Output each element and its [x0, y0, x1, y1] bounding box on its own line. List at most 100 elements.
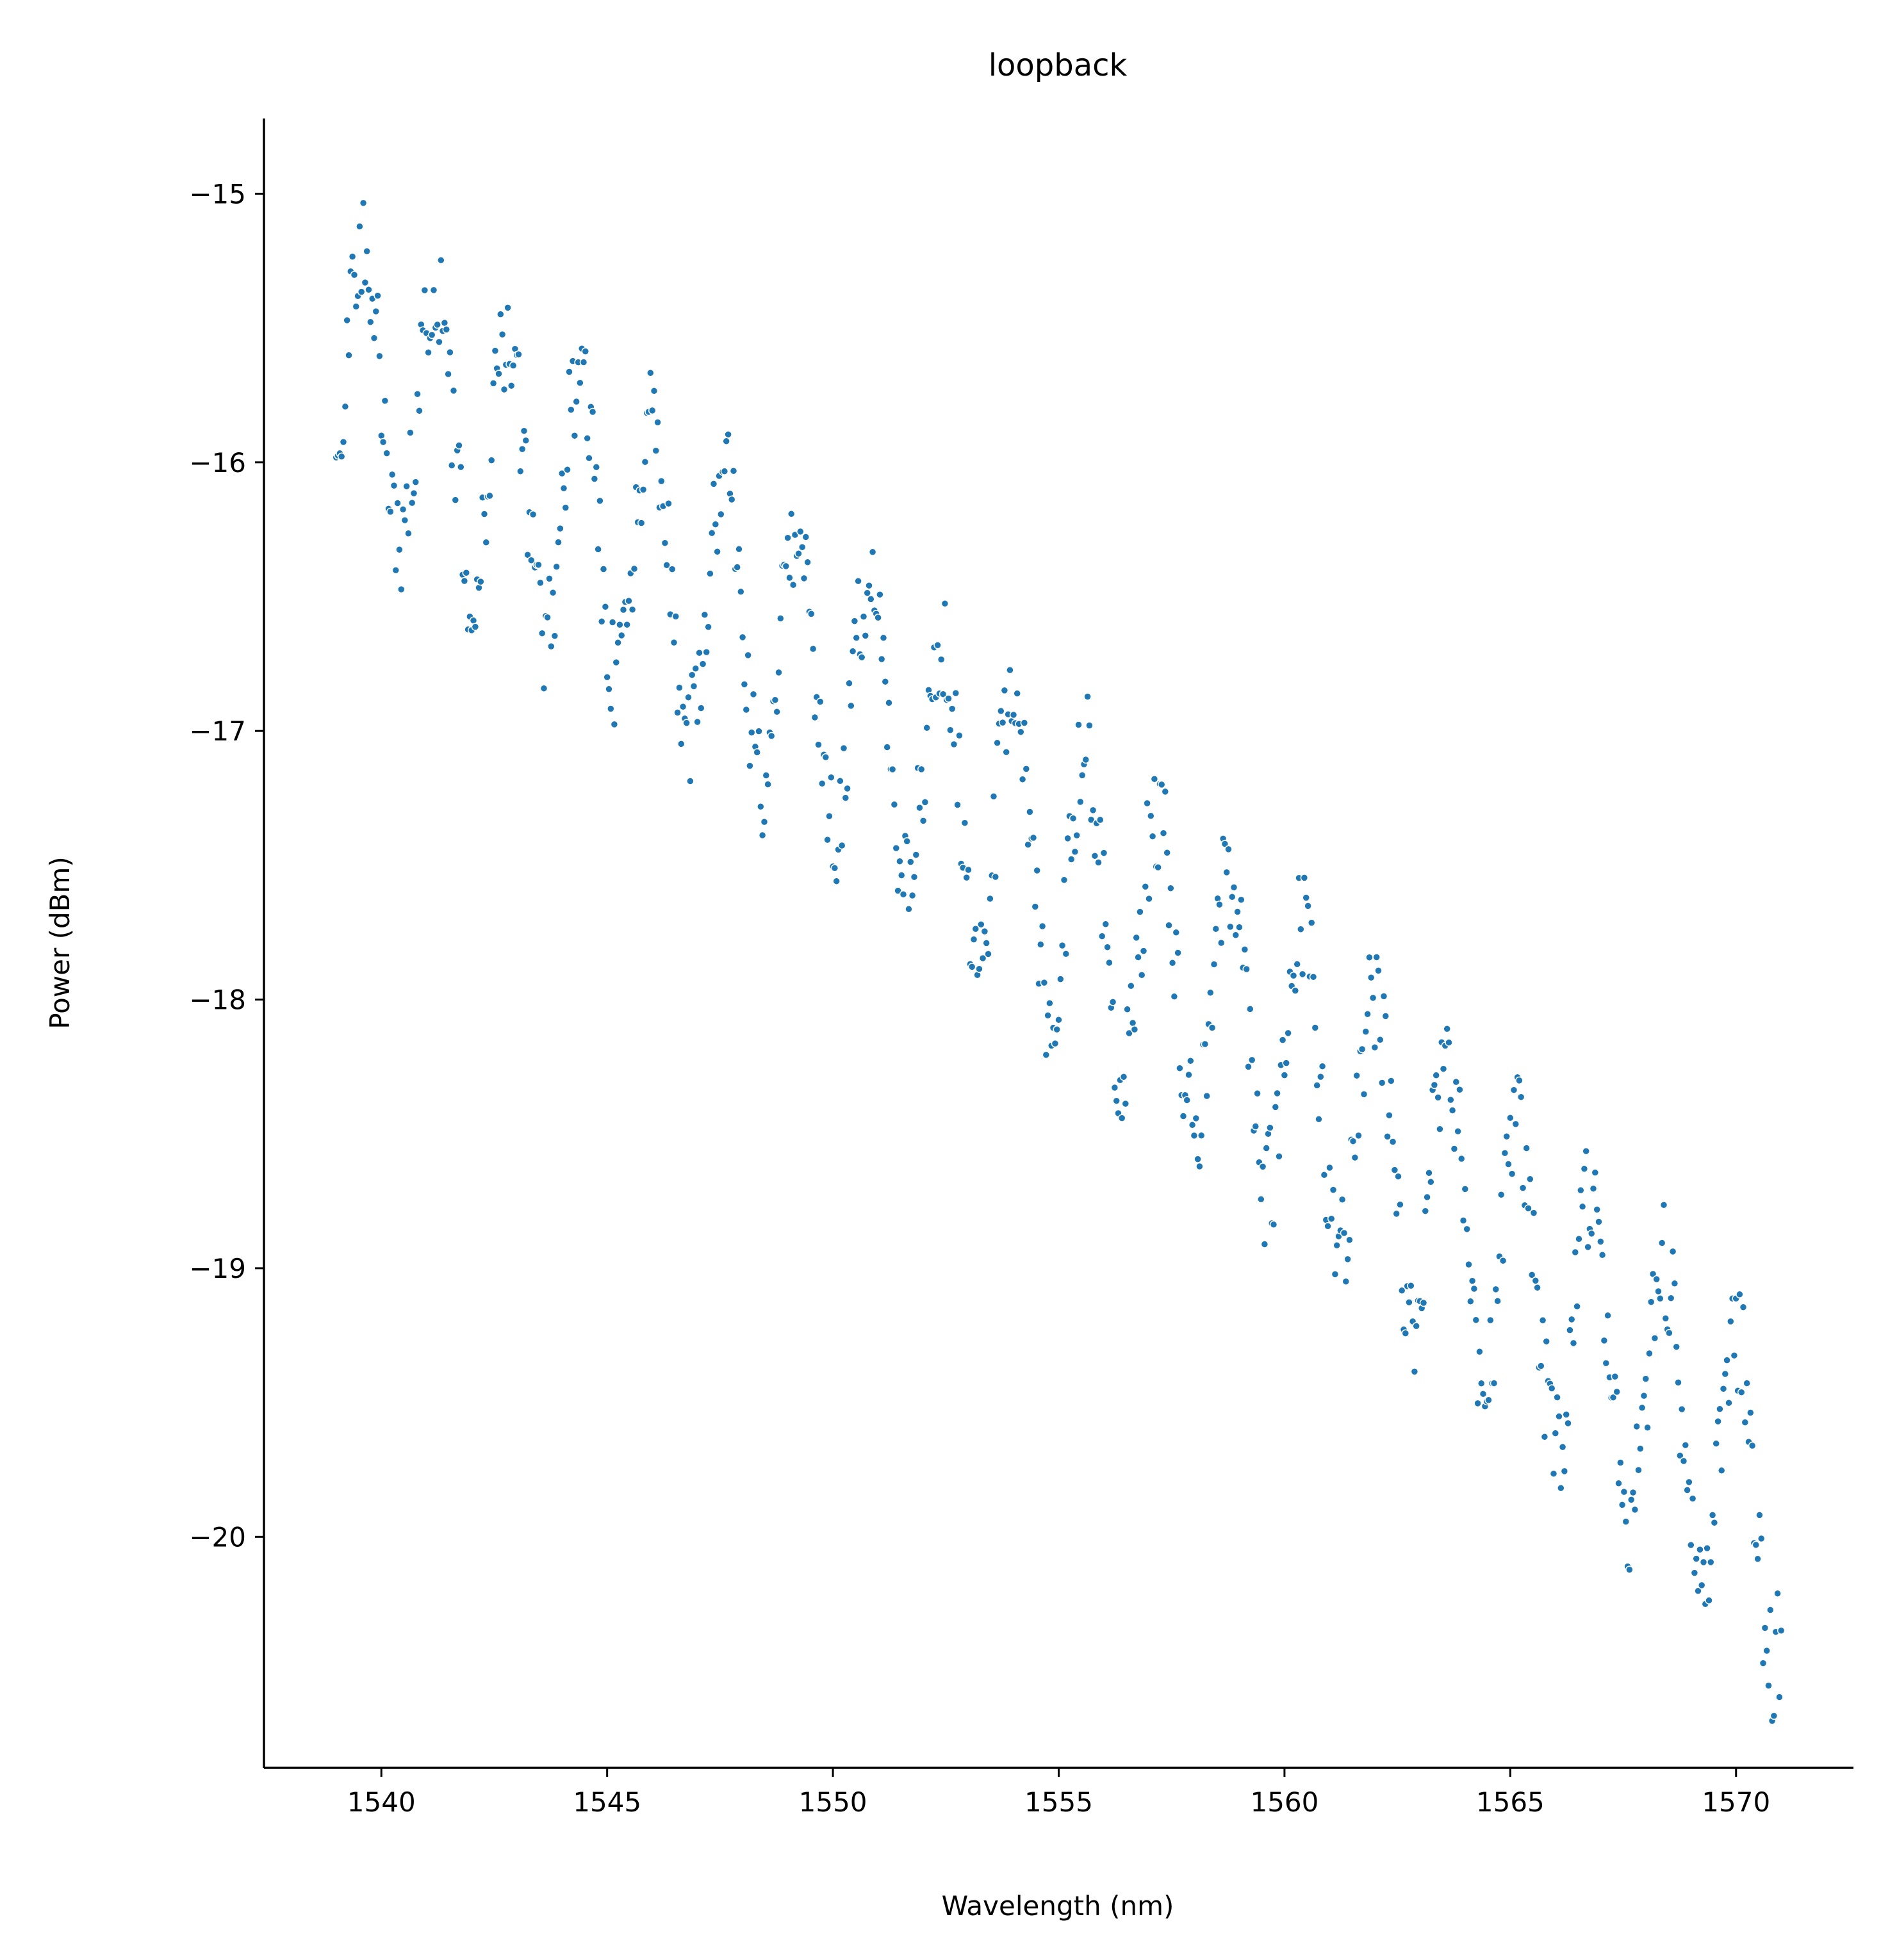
data-point [435, 338, 443, 347]
data-point [1497, 1190, 1506, 1199]
data-point [1123, 1005, 1131, 1014]
data-point [1542, 1337, 1550, 1346]
data-point [1430, 1081, 1439, 1090]
data-point [1273, 1089, 1281, 1098]
data-point [1504, 1160, 1513, 1168]
data-point [1685, 1478, 1693, 1487]
data-point [784, 534, 792, 542]
data-point [738, 633, 747, 642]
data-point [1064, 834, 1072, 843]
data-point [1094, 858, 1103, 867]
data-point [744, 651, 752, 660]
data-point [1773, 1589, 1782, 1598]
data-point [764, 780, 772, 788]
data-point [1643, 1423, 1652, 1432]
data-point [695, 648, 703, 657]
data-point [951, 689, 960, 698]
data-point [955, 731, 964, 740]
data-point [590, 475, 599, 483]
data-point [1634, 1466, 1643, 1474]
data-point [946, 726, 955, 735]
data-point [801, 533, 810, 541]
data-point [391, 566, 400, 575]
data-point [1110, 1083, 1119, 1092]
data-point [1141, 882, 1150, 891]
data-point [547, 642, 555, 651]
data-point [1345, 1236, 1354, 1245]
y-tick-label: −15 [189, 178, 246, 209]
data-point [552, 562, 561, 571]
data-point [782, 562, 791, 571]
data-point [1309, 972, 1318, 981]
data-point [1696, 1545, 1704, 1554]
data-point [980, 927, 989, 936]
data-point [599, 565, 608, 573]
x-tick-label: 1570 [1702, 1786, 1770, 1818]
data-point [903, 837, 911, 845]
data-point [576, 379, 584, 387]
data-point [1099, 849, 1108, 857]
data-point [1258, 1163, 1267, 1171]
data-point [1125, 1029, 1133, 1038]
data-point [1195, 1162, 1204, 1171]
data-point [614, 639, 622, 647]
data-point [455, 441, 463, 450]
data-point [662, 561, 671, 569]
data-point [1121, 1099, 1130, 1108]
data-point [1434, 1093, 1442, 1102]
data-point [1705, 1596, 1713, 1605]
x-tick-label: 1540 [347, 1786, 416, 1818]
data-point [1112, 1097, 1121, 1105]
data-point [1134, 953, 1142, 961]
data-point [1367, 973, 1376, 982]
data-point [1672, 1343, 1680, 1351]
data-point [1387, 1077, 1395, 1085]
data-point [1349, 1137, 1358, 1145]
data-point [1383, 1132, 1392, 1141]
data-point [603, 673, 611, 682]
data-point [393, 499, 402, 507]
data-point [491, 347, 500, 355]
data-point [1128, 1018, 1137, 1027]
data-point [753, 748, 761, 756]
data-point [1694, 1587, 1702, 1596]
data-point [657, 477, 666, 486]
data-point [837, 841, 846, 850]
data-point [1397, 1286, 1406, 1295]
data-point [1132, 933, 1140, 942]
data-point [1679, 1457, 1688, 1466]
data-point [1038, 922, 1047, 931]
data-point [847, 701, 855, 710]
data-point [581, 347, 590, 355]
data-point [637, 519, 646, 527]
data-point [1609, 1393, 1618, 1401]
data-point [402, 482, 411, 491]
data-point [1470, 1284, 1479, 1293]
data-point [1511, 1120, 1520, 1129]
data-point [1526, 1175, 1534, 1184]
data-point [706, 569, 714, 578]
data-point [1240, 945, 1249, 954]
data-point [1710, 1518, 1719, 1527]
data-point [669, 638, 678, 647]
data-point [863, 589, 871, 597]
data-point [409, 489, 418, 498]
data-point [429, 286, 438, 295]
data-point [1618, 1501, 1627, 1509]
data-point [1157, 780, 1166, 789]
data-point [1589, 1184, 1598, 1193]
data-point [1161, 787, 1170, 796]
data-point [343, 316, 351, 325]
data-point [1641, 1375, 1650, 1383]
data-point [1716, 1405, 1724, 1414]
data-point [868, 548, 877, 557]
data-point [1282, 1059, 1290, 1067]
data-point [1468, 1277, 1477, 1285]
data-point [1757, 1534, 1766, 1543]
data-point [341, 402, 350, 411]
data-point [1374, 967, 1383, 975]
data-point [1627, 1496, 1636, 1504]
data-point [912, 851, 921, 859]
data-point [1167, 884, 1175, 892]
data-point [1203, 1091, 1211, 1100]
